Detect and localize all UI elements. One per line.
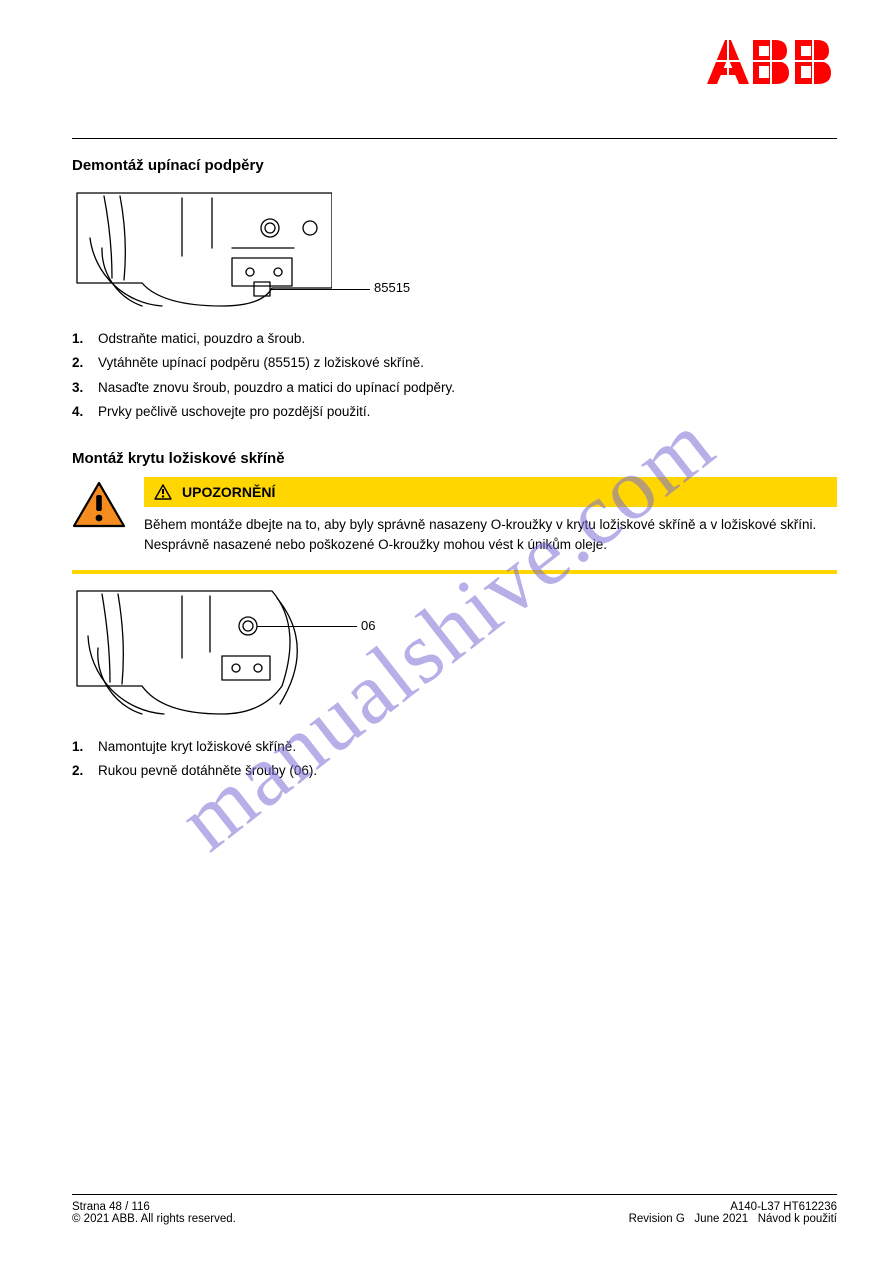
caution-body-text: Během montáže dbejte na to, aby byly spr… bbox=[144, 507, 837, 566]
page-footer: Strana 48 / 116 A140-L37 HT612236 © 2021… bbox=[72, 1194, 837, 1225]
caution-block: UPOZORNĚNÍ Během montáže dbejte na to, a… bbox=[72, 477, 837, 566]
section1-title: Demontáž upínací podpěry bbox=[72, 157, 837, 174]
list-item: 1.Odstraňte matici, pouzdro a šroub. bbox=[72, 329, 837, 349]
step-number: 2. bbox=[72, 353, 98, 373]
section1-steps: 1.Odstraňte matici, pouzdro a šroub. 2.V… bbox=[72, 329, 837, 422]
footer-rule bbox=[72, 1194, 837, 1195]
list-item: 1.Namontujte kryt ložiskové skříně. bbox=[72, 737, 837, 757]
footer-copyright: © 2021 ABB. All rights reserved. bbox=[72, 1213, 236, 1225]
abb-logo bbox=[707, 38, 837, 86]
list-item: 3.Nasaďte znovu šroub, pouzdro a matici … bbox=[72, 378, 837, 398]
step-number: 1. bbox=[72, 329, 98, 349]
yellow-divider bbox=[72, 570, 837, 574]
section1-figure: 85515 bbox=[72, 188, 392, 308]
step-text: Vytáhněte upínací podpěru (85515) z loži… bbox=[98, 353, 837, 373]
callout-label-1: 85515 bbox=[374, 280, 410, 295]
step-text: Prvky pečlivě uschovejte pro pozdější po… bbox=[98, 402, 837, 422]
step-text: Odstraňte matici, pouzdro a šroub. bbox=[98, 329, 837, 349]
callout-line-2 bbox=[257, 626, 357, 627]
footer-manual: Návod k použití bbox=[758, 1213, 837, 1225]
footer-rev: Revision G bbox=[629, 1213, 685, 1225]
step-number: 2. bbox=[72, 761, 98, 781]
step-number: 3. bbox=[72, 378, 98, 398]
section2-steps: 1.Namontujte kryt ložiskové skříně. 2.Ru… bbox=[72, 737, 837, 782]
callout-line-1 bbox=[270, 289, 370, 290]
step-text: Nasaďte znovu šroub, pouzdro a matici do… bbox=[98, 378, 837, 398]
callout-label-2: 06 bbox=[361, 618, 375, 633]
step-text: Namontujte kryt ložiskové skříně. bbox=[98, 737, 837, 757]
footer-date: June 2021 bbox=[694, 1213, 748, 1225]
step-number: 4. bbox=[72, 402, 98, 422]
list-item: 4.Prvky pečlivě uschovejte pro pozdější … bbox=[72, 402, 837, 422]
caution-label: UPOZORNĚNÍ bbox=[182, 484, 275, 500]
step-text: Rukou pevně dotáhněte šrouby (06). bbox=[98, 761, 837, 781]
section2-figure: 06 bbox=[72, 586, 392, 716]
step-number: 1. bbox=[72, 737, 98, 757]
list-item: 2.Rukou pevně dotáhněte šrouby (06). bbox=[72, 761, 837, 781]
small-warning-icon bbox=[154, 484, 172, 500]
caution-header-bar: UPOZORNĚNÍ bbox=[144, 477, 837, 507]
footer-page: Strana 48 / 116 bbox=[72, 1201, 150, 1213]
header-rule bbox=[72, 138, 837, 139]
footer-doc-title: A140-L37 HT612236 bbox=[730, 1201, 837, 1213]
section2-title: Montáž krytu ložiskové skříně bbox=[72, 450, 837, 467]
warning-icon bbox=[72, 481, 126, 534]
list-item: 2.Vytáhněte upínací podpěru (85515) z lo… bbox=[72, 353, 837, 373]
